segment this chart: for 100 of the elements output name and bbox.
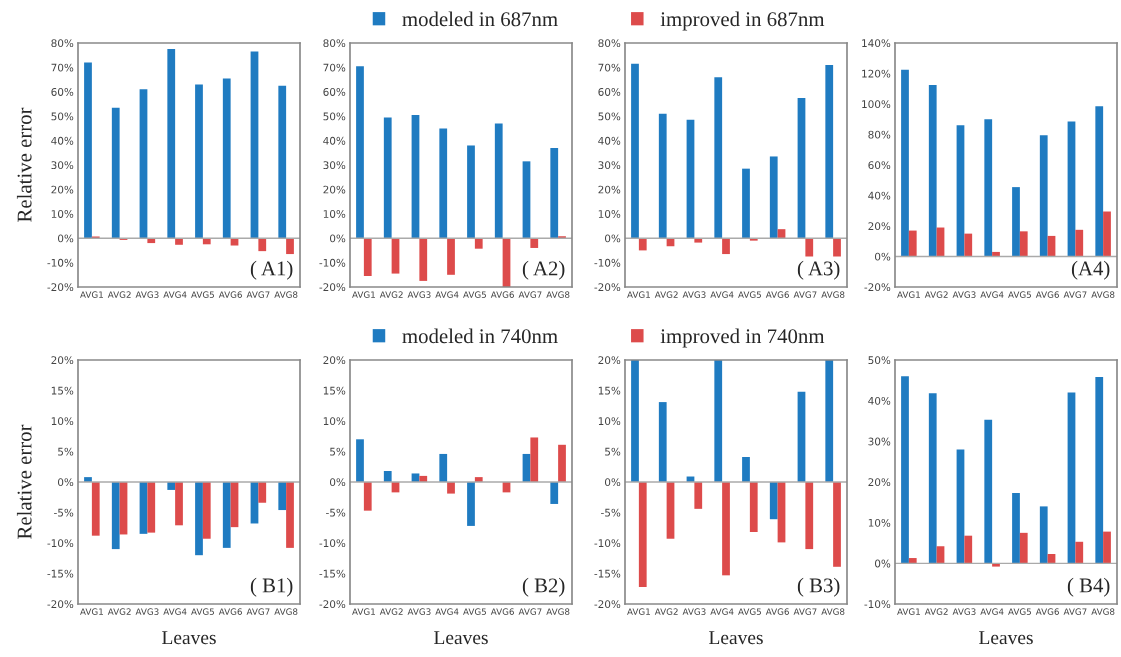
y-tick-label: -20% (319, 600, 346, 609)
x-tick-label: AVG2 (924, 608, 948, 615)
legend-label: improved in 687nm (660, 11, 825, 31)
y-tick-label: -10% (594, 258, 621, 267)
x-tick-label: AVG4 (980, 291, 1004, 298)
y-tick-label: -15% (594, 569, 621, 578)
x-tick-label: AVG7 (793, 291, 817, 298)
y-tick-label: 60% (323, 88, 346, 96)
x-axis-title: Leaves (434, 631, 488, 645)
y-tick-label: -20% (319, 283, 346, 292)
y-tick-label: 30% (323, 161, 346, 170)
x-tick-label: AVG1 (897, 291, 920, 298)
x-tick-label: AVG4 (710, 608, 734, 615)
x-tick-label: AVG8 (1091, 608, 1115, 615)
y-tick-label: 40% (868, 191, 891, 200)
y-tick-label: 60% (868, 161, 891, 170)
legend-label: improved in 740nm (660, 328, 825, 348)
y-tick-label: 80% (51, 39, 74, 48)
y-tick-label: 10% (598, 210, 621, 218)
x-tick-label: AVG3 (407, 608, 431, 615)
legend-label: modeled in 740nm (402, 328, 558, 344)
y-tick-label: 50% (598, 112, 621, 121)
x-tick-label: AVG5 (463, 291, 486, 298)
x-tick-label: AVG5 (191, 608, 214, 615)
y-tick-label: -20% (594, 283, 621, 292)
y-tick-label: 5% (330, 447, 346, 456)
y-tick-label: 0% (330, 478, 346, 487)
x-tick-label: AVG4 (163, 291, 187, 298)
x-tick-label: AVG3 (135, 608, 159, 615)
y-tick-label: 20% (598, 356, 621, 365)
x-tick-label: AVG5 (1008, 291, 1031, 298)
y-tick-label: 10% (323, 417, 346, 426)
x-tick-label: AVG8 (546, 291, 570, 298)
y-tick-label: 40% (868, 396, 891, 405)
x-tick-label: AVG6 (218, 291, 242, 298)
x-tick-label: AVG7 (793, 608, 817, 615)
y-tick-label: 20% (598, 185, 621, 194)
x-tick-label: AVG7 (246, 291, 270, 298)
x-tick-label: AVG1 (627, 608, 650, 615)
y-tick-label: 40% (598, 136, 621, 145)
x-tick-label: AVG3 (407, 291, 431, 298)
y-tick-label: -5% (326, 508, 346, 517)
y-tick-label: 40% (51, 136, 74, 145)
x-tick-label: AVG6 (765, 608, 789, 615)
x-tick-label: AVG7 (1063, 608, 1087, 615)
x-tick-label: AVG1 (80, 608, 103, 615)
annotation: ( B2) (522, 577, 565, 597)
y-tick-label: 20% (51, 185, 74, 194)
y-tick-label: 30% (598, 161, 621, 170)
x-tick-label: AVG4 (710, 291, 734, 298)
x-tick-label: AVG7 (518, 291, 542, 298)
y-tick-label: 20% (868, 478, 891, 487)
x-tick-label: AVG8 (274, 608, 298, 615)
x-tick-label: AVG3 (952, 608, 976, 615)
x-tick-label: AVG4 (163, 608, 187, 615)
x-tick-label: AVG2 (107, 608, 131, 615)
y-tick-label: 10% (323, 210, 346, 218)
y-tick-label: 20% (323, 185, 346, 194)
y-tick-label: -15% (319, 569, 346, 578)
x-tick-label: AVG7 (1063, 291, 1087, 298)
y-tick-label: 70% (51, 63, 74, 72)
x-tick-label: AVG6 (490, 608, 514, 615)
x-tick-label: AVG5 (191, 291, 214, 298)
y-tick-label: 10% (598, 417, 621, 426)
y-tick-label: 0% (605, 478, 621, 487)
x-tick-label: AVG7 (518, 608, 542, 615)
x-tick-label: AVG7 (246, 608, 270, 615)
y-tick-label: 60% (598, 88, 621, 96)
y-tick-label: 30% (51, 161, 74, 170)
y-tick-label: 15% (323, 386, 346, 395)
y-tick-label: -20% (47, 283, 74, 292)
x-tick-label: AVG1 (80, 291, 103, 298)
annotation: ( B1) (250, 577, 293, 597)
y-tick-label: 70% (323, 63, 346, 72)
y-axis-title: Relative error (16, 107, 32, 222)
y-tick-label: 50% (323, 112, 346, 121)
x-tick-label: AVG8 (274, 291, 298, 298)
x-tick-label: AVG6 (765, 291, 789, 298)
x-tick-label: AVG2 (924, 291, 948, 298)
y-tick-label: -20% (864, 283, 891, 292)
x-tick-label: AVG5 (738, 608, 761, 615)
x-tick-label: AVG6 (1035, 608, 1059, 615)
y-tick-label: -10% (47, 258, 74, 267)
annotation: ( A3) (797, 260, 840, 280)
annotation: (A4) (1071, 260, 1110, 280)
y-tick-label: 0% (330, 234, 346, 243)
x-tick-label: AVG6 (218, 608, 242, 615)
y-tick-label: 15% (51, 386, 74, 395)
x-tick-label: AVG2 (107, 291, 131, 298)
x-tick-label: AVG3 (135, 291, 159, 298)
x-tick-label: AVG4 (435, 291, 459, 298)
y-axis-title: Relative error (16, 424, 32, 539)
y-tick-label: 50% (868, 356, 891, 365)
x-tick-label: AVG4 (435, 608, 459, 615)
x-tick-label: AVG1 (627, 291, 650, 298)
x-tick-label: AVG5 (738, 291, 761, 298)
x-tick-label: AVG5 (463, 608, 486, 615)
x-tick-label: AVG5 (1008, 608, 1031, 615)
y-tick-label: 80% (598, 39, 621, 48)
y-tick-label: 15% (598, 386, 621, 395)
